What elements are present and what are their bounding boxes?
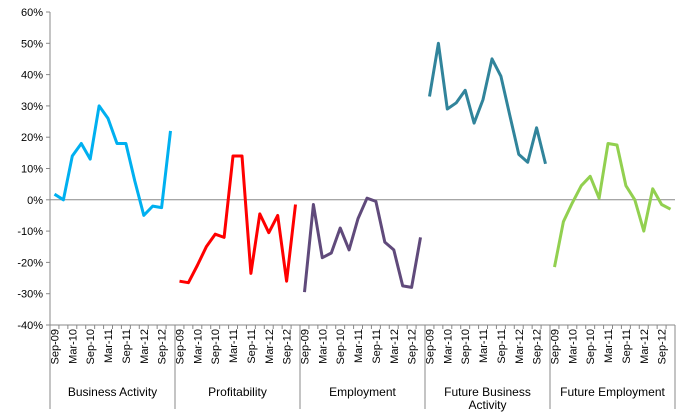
series-line [428, 41, 547, 165]
x-tick-label: Mar-10 [67, 329, 79, 364]
series-line [553, 142, 672, 268]
x-tick-label: Sep-10 [460, 329, 472, 364]
x-tick-label: Sep-11 [371, 329, 383, 364]
x-tick-label: Sep-12 [657, 329, 669, 364]
x-tick-label: Sep-12 [532, 329, 544, 364]
x-tick-label: Sep-12 [282, 329, 294, 364]
x-tick-label: Sep-11 [121, 329, 133, 364]
x-tick-label: Mar-12 [639, 329, 651, 364]
x-tick-label: Sep-10 [210, 329, 222, 364]
x-tick-label: Sep-10 [85, 329, 97, 364]
x-tick-label: Sep-11 [246, 329, 258, 364]
x-tick-label: Sep-10 [585, 329, 597, 364]
x-tick-label: Sep-09 [549, 329, 561, 364]
x-tick-label: Sep-09 [174, 329, 186, 364]
y-tick-label: -20% [17, 257, 43, 269]
series-line [179, 154, 297, 285]
x-tick-label: Sep-12 [157, 329, 169, 364]
y-tick-label: 10% [21, 164, 43, 176]
group-label: Profitability [208, 385, 267, 399]
x-tick-label: Sep-09 [299, 329, 311, 364]
x-tick-label: Mar-12 [264, 329, 276, 364]
y-tick-label: -30% [17, 289, 43, 301]
x-tick-label: Sep-12 [407, 329, 419, 364]
x-tick-label: Sep-11 [496, 329, 508, 364]
y-tick-label: 60% [21, 7, 43, 19]
x-tick-label: Sep-09 [424, 329, 436, 364]
x-tick-label: Mar-11 [478, 329, 490, 363]
x-tick-label: Mar-12 [139, 329, 151, 364]
x-tick-label: Mar-10 [567, 329, 579, 364]
series-line [53, 104, 172, 217]
group-label: Business Activity [67, 385, 158, 399]
y-tick-label: -10% [17, 226, 43, 238]
x-tick-label: Mar-12 [514, 329, 526, 364]
x-tick-label: Sep-09 [49, 329, 61, 364]
y-tick-label: -40% [17, 320, 43, 332]
group-label: Future Business Activity [444, 385, 531, 412]
x-tick-label: Sep-10 [335, 329, 347, 364]
x-tick-label: Mar-11 [103, 329, 115, 363]
x-tick-label: Mar-10 [192, 329, 204, 364]
x-tick-label: Mar-12 [389, 329, 401, 364]
y-tick-label: 20% [21, 132, 43, 144]
series-line [303, 196, 422, 293]
group-label: Future Employment [560, 385, 665, 399]
y-tick-label: 40% [21, 70, 43, 82]
x-tick-label: Mar-10 [442, 329, 454, 364]
x-tick-label: Mar-11 [228, 329, 240, 363]
y-tick-label: 0% [27, 195, 43, 207]
group-label: Employment [329, 385, 396, 399]
y-tick-label: 50% [21, 38, 43, 50]
y-tick-label: 30% [21, 101, 43, 113]
x-tick-label: Mar-10 [317, 329, 329, 364]
x-tick-label: Sep-11 [621, 329, 633, 364]
x-tick-label: Mar-11 [603, 329, 615, 363]
x-tick-label: Mar-11 [353, 329, 365, 363]
